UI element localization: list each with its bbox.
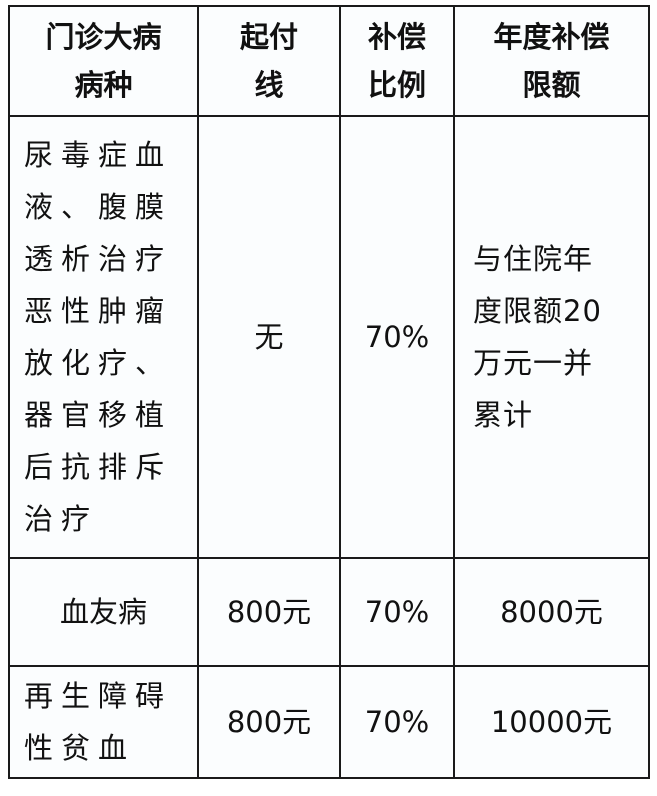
cell-line: 累计 — [473, 398, 534, 432]
ratio-cell: 70% — [339, 665, 455, 779]
limit-cell: 8000元 — [453, 557, 650, 667]
table-header-row: 门诊大病病种 起付线 补偿比例 年度补偿限额 — [8, 5, 650, 117]
cell-line: 放化疗、 — [24, 346, 173, 380]
header-disease: 门诊大病 病种 — [8, 5, 199, 117]
table-row: 尿毒症血 液、腹膜 透析治疗 恶性肿瘤 放化疗、 器官移植 后抗排斥 治疗 无 … — [8, 115, 650, 559]
cell-line: 透析治疗 — [24, 242, 173, 276]
cell-line: 恶性肿瘤 — [24, 294, 173, 328]
cell-line: 器官移植 — [24, 398, 173, 432]
header-text: 限额 — [522, 68, 581, 102]
cell-line: 尿毒症血 — [24, 138, 173, 172]
table-row: 再生障碍 性贫血 800元 70% 10000元 — [8, 665, 650, 779]
header-text: 起付 — [239, 20, 298, 54]
disease-cell: 血友病 — [8, 557, 199, 667]
deductible-cell: 无 — [197, 115, 341, 559]
ratio-cell: 70% — [339, 557, 455, 667]
disease-cell: 尿毒症血 液、腹膜 透析治疗 恶性肿瘤 放化疗、 器官移植 后抗排斥 治疗 — [8, 115, 199, 559]
header-text: 门诊大病 — [45, 20, 162, 54]
header-ratio: 补偿 比例 — [339, 5, 455, 117]
cell-line: 后抗排斥 — [24, 450, 173, 484]
disease-cell: 再生障碍 性贫血 — [8, 665, 199, 779]
table-row: 血友病 800元 70% 8000元 — [8, 557, 650, 667]
compensation-table: 门诊大病病种 起付线 补偿比例 年度补偿限额 尿毒症血 液、腹膜 透析治疗 恶性… — [8, 5, 650, 779]
cell-line: 与住院年 — [473, 242, 594, 276]
header-text: 病种 — [74, 68, 133, 102]
cell-line: 性贫血 — [24, 731, 136, 765]
header-text: 比例 — [367, 68, 426, 102]
cell-line: 液、腹膜 — [24, 190, 173, 224]
header-text: 年度补偿 — [493, 20, 610, 54]
cell-line: 度限额20 — [473, 294, 602, 328]
limit-cell: 10000元 — [453, 665, 650, 779]
cell-line: 治疗 — [24, 502, 99, 536]
header-limit: 年度补偿 限额 — [453, 5, 650, 117]
cell-line: 再生障碍 — [24, 679, 173, 713]
deductible-cell: 800元 — [197, 665, 341, 779]
cell-line: 万元一并 — [473, 346, 594, 380]
header-text: 补偿 — [367, 20, 426, 54]
ratio-cell: 70% — [339, 115, 455, 559]
deductible-cell: 800元 — [197, 557, 341, 667]
limit-cell: 与住院年 度限额20 万元一并 累计 — [453, 115, 650, 559]
header-deductible: 起付线 — [197, 5, 341, 117]
header-text: 线 — [254, 68, 284, 102]
